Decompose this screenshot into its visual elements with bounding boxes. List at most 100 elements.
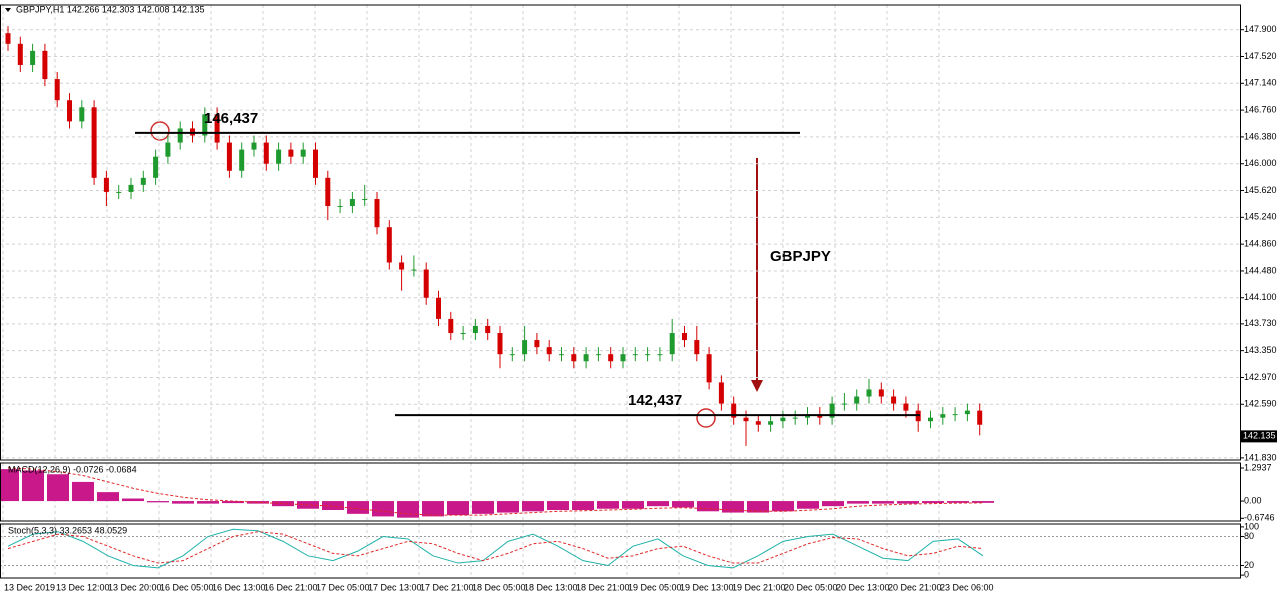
macd-bar	[897, 501, 919, 504]
y-tick-label: 142.590	[1244, 399, 1277, 409]
macd-bar	[797, 501, 819, 509]
candle-body	[325, 177, 331, 207]
candle-body	[5, 33, 11, 44]
last-price-label: 142.135	[1243, 431, 1276, 441]
macd-bar	[672, 501, 694, 508]
candle-body	[829, 403, 835, 418]
y-tick-label: 143.350	[1244, 345, 1277, 355]
candle-body	[362, 198, 368, 200]
arrow-head	[751, 380, 763, 392]
y-tick-label: 146.000	[1244, 158, 1277, 168]
candle-body	[768, 421, 774, 425]
y-tick-label: 142.970	[1244, 372, 1277, 382]
candle-body	[841, 403, 847, 405]
y-tick-label: 145.240	[1244, 212, 1277, 222]
candle-body	[374, 198, 380, 228]
candle-body	[140, 177, 146, 185]
candle-body	[128, 184, 134, 192]
candle-body	[891, 396, 897, 404]
macd-bar	[72, 481, 94, 502]
candle-body	[177, 128, 183, 143]
macd-bar	[922, 501, 944, 504]
level-label: 146,437	[204, 110, 258, 127]
level-label: 142,437	[628, 392, 682, 409]
x-tick-label: 19 Dec 21:00	[732, 582, 786, 592]
last-price-box	[1241, 430, 1277, 443]
y-tick-label: 1.2937	[1244, 462, 1272, 472]
candle-body	[706, 354, 712, 383]
macd-bar	[947, 501, 969, 503]
macd-bar	[272, 501, 294, 507]
y-tick-label: 0	[1244, 569, 1249, 579]
panel-title: Stoch(5,3,3) 33.2653 48.0529	[8, 525, 127, 535]
x-tick-label: 17 Dec 21:00	[420, 582, 474, 592]
macd-bar	[572, 501, 594, 511]
level-marker	[696, 408, 716, 428]
candle-body	[952, 414, 958, 416]
macd-bar	[822, 501, 844, 507]
macd-bar	[397, 501, 419, 518]
candle-body	[313, 149, 318, 178]
candle-body	[792, 417, 798, 419]
candle-body	[694, 340, 700, 355]
candle-body	[878, 389, 884, 397]
candle-body	[755, 421, 761, 425]
candle-body	[79, 107, 85, 122]
candle-body	[42, 50, 48, 80]
y-tick-label: 144.480	[1244, 265, 1277, 275]
chart-title: GBPJPY,H1 142.266 142.303 142.008 142.13…	[16, 4, 205, 14]
x-tick-label: 13 Dec 12:00	[56, 582, 110, 592]
y-tick-label: 147.140	[1244, 78, 1277, 88]
candle-body	[153, 156, 159, 178]
candle-body	[903, 403, 909, 411]
macd-bar	[97, 492, 119, 502]
x-tick-label: 16 Dec 05:00	[160, 582, 214, 592]
signal-line	[7, 467, 984, 516]
candle-body	[386, 227, 392, 263]
candle-body	[202, 114, 208, 136]
macd-bar	[472, 501, 494, 514]
candle-body	[620, 354, 626, 362]
candle-body	[399, 262, 405, 270]
macd-bar	[222, 501, 244, 504]
macd-bar	[297, 501, 319, 509]
candle-body	[645, 354, 651, 356]
candle-body	[17, 43, 23, 65]
macd-bar	[22, 470, 44, 502]
macd-bar	[447, 501, 469, 516]
panel-frame	[0, 462, 1241, 522]
macd-bar	[322, 501, 344, 511]
x-tick-label: 18 Dec 13:00	[524, 582, 578, 592]
macd-bar	[497, 501, 519, 513]
macd-bar	[747, 501, 769, 513]
macd-bar	[122, 498, 144, 502]
candle-body	[349, 198, 355, 207]
candle-body	[263, 142, 269, 164]
candle-body	[214, 114, 220, 143]
candle-body	[485, 325, 491, 334]
y-tick-label: 145.620	[1244, 185, 1277, 195]
macd-bar	[647, 501, 669, 507]
menu-icon	[5, 8, 11, 12]
stoch-line	[7, 531, 984, 564]
candle-body	[472, 325, 478, 334]
candle-body	[977, 410, 983, 425]
y-tick-label: -0.6746	[1244, 513, 1275, 523]
stoch-line	[7, 528, 984, 569]
macd-bar	[197, 501, 219, 504]
annotation: GBPJPY	[770, 248, 831, 265]
macd-bar	[622, 501, 644, 509]
candle-body	[337, 206, 343, 208]
y-tick-label: 146.760	[1244, 104, 1277, 114]
x-tick-label: 13 Dec 2019	[4, 582, 55, 592]
candle-body	[682, 333, 687, 341]
macd-bar	[172, 501, 194, 504]
macd-bar	[0, 469, 19, 502]
candle-body	[780, 417, 786, 422]
macd-bar	[972, 501, 994, 503]
candle-body	[54, 79, 60, 101]
candle-body	[497, 333, 503, 355]
candle-body	[559, 354, 564, 356]
